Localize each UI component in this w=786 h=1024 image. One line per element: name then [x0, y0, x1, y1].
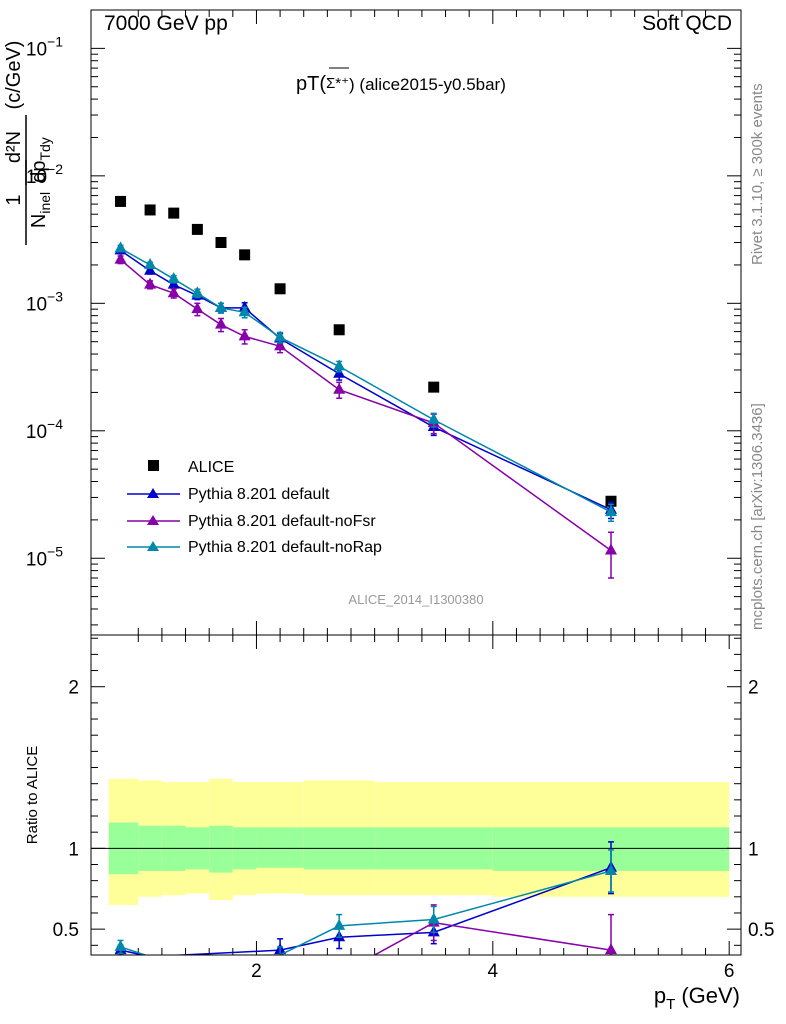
- ratio-axis-ticks: [91, 635, 741, 955]
- x-tick-label: 6: [724, 961, 735, 982]
- ylabel-dp: dpTdy: [28, 137, 53, 183]
- ratio-y-tick-label-right: 1: [748, 839, 759, 860]
- legend-marker-nofsr: [147, 515, 159, 525]
- alice-data-point: [239, 249, 251, 261]
- x-axis-label: pT (GeV): [654, 983, 740, 1013]
- ratio-series-line: [120, 867, 612, 955]
- mc-data-point: [238, 329, 251, 341]
- legend-marker-norap: [147, 541, 159, 551]
- alice-data-point: [215, 236, 227, 248]
- mc-series-line: [120, 249, 612, 511]
- alice-data-point: [605, 495, 617, 507]
- main-y-tick-label: 10−2: [26, 161, 63, 188]
- main-axis-ticks: [91, 9, 741, 635]
- mc-data-point: [605, 505, 617, 517]
- ratio-data-point: [605, 943, 617, 955]
- mc-data-point: [167, 286, 180, 298]
- main-y-tick-label: 10−5: [26, 543, 63, 570]
- ratio-green-band: [209, 825, 233, 873]
- legend: ALICE Pythia 8.201 default Pythia 8.201 …: [127, 459, 382, 556]
- mc-data-point: [427, 412, 440, 424]
- ratio-y-axis-label: Ratio to ALICE: [24, 746, 41, 844]
- main-y-axis-label: 1 Ninel d²N dpTdy (c/GeV): [3, 41, 53, 245]
- x-tick-label: 2: [251, 961, 262, 982]
- main-y-tick-labels: 10−1 10−2 10−3 10−4 10−5: [26, 33, 63, 570]
- alice-data-point: [428, 381, 440, 393]
- x-tick-label: 4: [488, 961, 499, 982]
- ylabel-unit: (c/GeV): [3, 41, 25, 110]
- ratio-y-tick-label-left: 0.5: [53, 920, 79, 941]
- ratio-green-band: [256, 827, 304, 868]
- legend-label-default: Pythia 8.201 default: [188, 486, 330, 503]
- ylabel-d2n: d²N: [3, 131, 25, 163]
- mc-data-point: [167, 272, 180, 284]
- mc-data-point: [215, 317, 227, 329]
- alice-data-point: [144, 204, 156, 216]
- ratio-y-tick-label-left: 2: [68, 678, 79, 699]
- ratio-uncertainty-bands: [91, 778, 741, 905]
- ratio-tick-labels: 0.5 0.5 1 1 2 2 2 4 6: [53, 678, 775, 982]
- ratio-data-point: [427, 912, 440, 924]
- mc-data-point: [191, 302, 204, 314]
- mcplots-label: mcplots.cern.ch [arXiv:1306.3436]: [749, 403, 766, 630]
- mc-data-point: [238, 305, 251, 317]
- mc-data-point: [605, 543, 617, 555]
- mc-data-point: [114, 252, 127, 264]
- mc-series-line: [120, 247, 612, 513]
- main-data-layer: [114, 195, 617, 579]
- ratio-y-tick-label-right: 2: [748, 678, 759, 699]
- header-process-label: Soft QCD: [642, 12, 732, 35]
- mc-data-point: [114, 241, 127, 253]
- ylabel-one: 1: [3, 194, 25, 205]
- ratio-data-layer: [114, 841, 617, 955]
- mc-data-point: [144, 257, 157, 269]
- mc-data-point: [191, 286, 204, 298]
- mc-data-point: [274, 339, 287, 351]
- alice-data-point: [274, 283, 286, 295]
- rivet-version-label: Rivet 3.1.10, ≥ 300k events: [749, 83, 766, 265]
- ylabel-n-inel: Ninel: [28, 192, 53, 228]
- ratio-data-point: [333, 918, 346, 930]
- mc-data-point: [144, 263, 157, 275]
- mc-data-point: [333, 382, 346, 394]
- alice-data-point: [191, 223, 203, 235]
- ratio-frame: [90, 634, 742, 956]
- main-y-tick-label: 10−1: [26, 33, 63, 60]
- main-panel: 10−1 10−2 10−3 10−4 10−5 pT(Σ*⁺) (alice2015-…: [3, 9, 742, 636]
- ratio-data-point: [114, 939, 127, 951]
- alice-data-point: [333, 324, 345, 336]
- main-y-tick-label: 10−3: [26, 288, 63, 315]
- ratio-panel: Ratio to ALICE 0.5 0.5 1 1 2 2 2 4 6 pT (GeV): [24, 634, 775, 1013]
- main-y-tick-label: 10−4: [26, 416, 63, 443]
- ratio-series-group: [114, 841, 617, 955]
- legend-label-norap: Pythia 8.201 default-noRap: [188, 539, 382, 556]
- header-energy-label: 7000 GeV pp: [104, 12, 228, 35]
- legend-label-alice: ALICE: [188, 459, 234, 476]
- mc-series-line: [120, 259, 612, 552]
- plot-title: pT(Σ*⁺) (alice2015-y0.5bar): [296, 73, 506, 95]
- legend-marker-alice: [148, 460, 159, 471]
- mc-data-point: [274, 330, 287, 342]
- legend-label-nofsr: Pythia 8.201 default-noFsr: [188, 513, 376, 530]
- ratio-y-tick-label-left: 1: [68, 839, 79, 860]
- mc-data-point: [215, 300, 227, 312]
- ratio-data-point: [605, 863, 617, 875]
- mc-data-point: [144, 277, 157, 289]
- mc-data-point: [333, 359, 346, 371]
- alice-data-point: [115, 195, 127, 207]
- ratio-y-tick-label-right: 0.5: [748, 920, 774, 941]
- analysis-watermark: ALICE_2014_I1300380: [348, 592, 483, 607]
- alice-data-point: [168, 207, 180, 219]
- legend-marker-default: [147, 488, 159, 498]
